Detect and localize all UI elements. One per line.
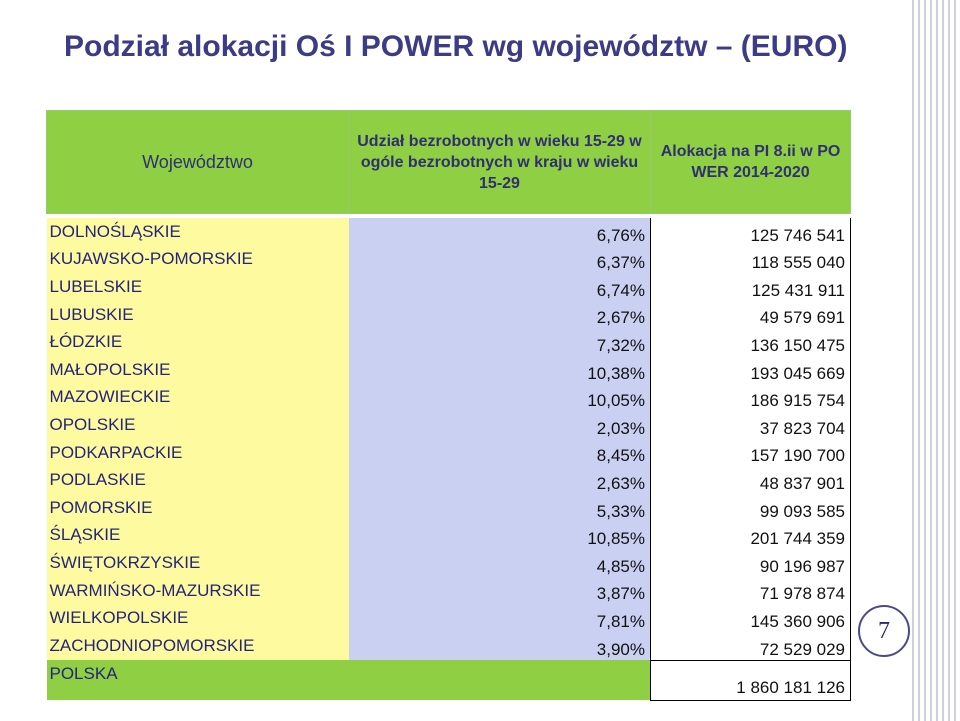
allocation-cell: 48 837 901 <box>650 466 851 494</box>
header-share: Udział bezrobotnych w wieku 15-29 w ogól… <box>348 110 651 214</box>
share-cell: 6,74% <box>348 273 651 301</box>
region-name-cell: OPOLSKIE <box>46 411 349 439</box>
allocation-cell: 37 823 704 <box>650 411 851 439</box>
table-row: PODLASKIE 2,63% 48 837 901 <box>46 466 851 494</box>
region-name-cell: WARMIŃSKO-MAZURSKIE <box>46 576 349 605</box>
total-row: POLSKA 1 860 181 126 <box>46 659 851 701</box>
share-cell: 7,81% <box>348 604 651 632</box>
allocation-table: Województwo Udział bezrobotnych w wieku … <box>46 110 851 701</box>
share-cell: 8,45% <box>348 438 651 467</box>
allocation-cell: 125 431 911 <box>650 273 851 301</box>
table-row: MAŁOPOLSKIE 10,38% 193 045 669 <box>46 355 851 384</box>
share-cell: 10,38% <box>348 355 651 384</box>
allocation-cell: 201 744 359 <box>650 521 851 550</box>
share-cell: 4,85% <box>348 549 651 577</box>
allocation-cell: 72 529 029 <box>650 631 851 660</box>
table-row: LUBELSKIE 6,74% 125 431 911 <box>46 273 851 301</box>
allocation-cell: 193 045 669 <box>650 355 851 384</box>
share-cell: 7,32% <box>348 328 651 356</box>
table-row: OPOLSKIE 2,03% 37 823 704 <box>46 411 851 439</box>
allocation-cell: 186 915 754 <box>650 383 851 412</box>
page-number-badge: 7 <box>858 605 910 657</box>
region-name-cell: MAŁOPOLSKIE <box>46 355 349 384</box>
allocation-cell: 125 746 541 <box>650 218 851 246</box>
table-body: DOLNOŚLĄSKIE 6,76% 125 746 541 KUJAWSKO-POM… <box>46 218 851 701</box>
allocation-cell: 99 093 585 <box>650 493 851 522</box>
share-cell: 10,05% <box>348 383 651 412</box>
table-row: MAZOWIECKIE 10,05% 186 915 754 <box>46 383 851 412</box>
table-row: WIELKOPOLSKIE 7,81% 145 360 906 <box>46 604 851 632</box>
table-row: ŚWIĘTOKRZYSKIE 4,85% 90 196 987 <box>46 549 851 577</box>
decorative-stripes <box>912 0 960 721</box>
share-cell: 3,90% <box>348 631 651 660</box>
share-cell: 2,03% <box>348 411 651 439</box>
table-row: KUJAWSKO-POMORSKIE 6,37% 118 555 040 <box>46 245 851 274</box>
page-title: Podział alokacji Oś I POWER wg województ… <box>64 30 848 63</box>
allocation-cell: 157 190 700 <box>650 438 851 467</box>
region-name-cell: LUBUSKIE <box>46 300 349 329</box>
share-cell: 3,87% <box>348 576 651 605</box>
region-name-cell: ŚLĄSKIE <box>46 521 349 550</box>
share-cell: 10,85% <box>348 521 651 550</box>
allocation-cell: 118 555 040 <box>650 245 851 274</box>
share-cell: 2,63% <box>348 466 651 494</box>
table-row: WARMIŃSKO-MAZURSKIE 3,87% 71 978 874 <box>46 576 851 605</box>
table-row: ŚLĄSKIE 10,85% 201 744 359 <box>46 521 851 550</box>
table-row: PODKARPACKIE 8,45% 157 190 700 <box>46 438 851 467</box>
allocation-cell: 90 196 987 <box>650 549 851 577</box>
table-row: ŁÓDZKIE 7,32% 136 150 475 <box>46 328 851 356</box>
share-cell: 5,33% <box>348 493 651 522</box>
region-name-cell: POMORSKIE <box>46 493 349 522</box>
total-allocation-cell: 1 860 181 126 <box>650 659 851 701</box>
share-cell: 2,67% <box>348 300 651 329</box>
allocation-cell: 49 579 691 <box>650 300 851 329</box>
table-row: LUBUSKIE 2,67% 49 579 691 <box>46 300 851 329</box>
region-name-cell: MAZOWIECKIE <box>46 383 349 412</box>
header-region: Województwo <box>46 110 349 214</box>
total-share-cell <box>348 660 651 700</box>
region-name-cell: WIELKOPOLSKIE <box>46 604 349 632</box>
table-row: POMORSKIE 5,33% 99 093 585 <box>46 493 851 522</box>
allocation-cell: 145 360 906 <box>650 604 851 632</box>
allocation-cell: 71 978 874 <box>650 576 851 605</box>
region-name-cell: PODLASKIE <box>46 466 349 494</box>
table-row: ZACHODNIOPOMORSKIE 3,90% 72 529 029 <box>46 631 851 660</box>
region-name-cell: ŁÓDZKIE <box>46 328 349 356</box>
table-row: DOLNOŚLĄSKIE 6,76% 125 746 541 <box>46 218 851 246</box>
region-name-cell: KUJAWSKO-POMORSKIE <box>46 245 349 274</box>
total-name-cell: POLSKA <box>46 660 349 700</box>
header-allocation: Alokacja na PI 8.ii w PO WER 2014-2020 <box>650 110 851 214</box>
share-cell: 6,37% <box>348 245 651 274</box>
region-name-cell: DOLNOŚLĄSKIE <box>46 218 349 246</box>
allocation-cell: 136 150 475 <box>650 328 851 356</box>
region-name-cell: ŚWIĘTOKRZYSKIE <box>46 549 349 577</box>
region-name-cell: LUBELSKIE <box>46 273 349 301</box>
region-name-cell: PODKARPACKIE <box>46 438 349 467</box>
table-header-row: Województwo Udział bezrobotnych w wieku … <box>46 110 851 214</box>
share-cell: 6,76% <box>348 218 651 246</box>
region-name-cell: ZACHODNIOPOMORSKIE <box>46 631 349 660</box>
